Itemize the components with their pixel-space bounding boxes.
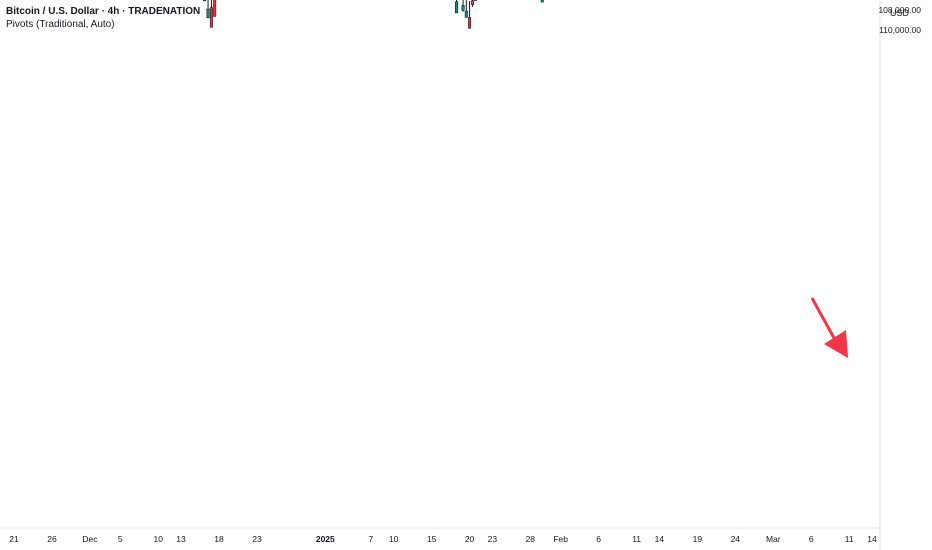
time-tick-label: 14 xyxy=(655,534,665,544)
time-tick-label: 11 xyxy=(632,534,641,544)
candle-body xyxy=(206,8,210,19)
candle-body xyxy=(209,7,213,28)
time-tick-label: 21 xyxy=(9,534,19,544)
time-tick-label: 6 xyxy=(596,534,601,544)
down-arrow-head xyxy=(824,330,848,358)
candle-body xyxy=(203,0,207,2)
time-tick-label: 24 xyxy=(731,534,741,544)
time-tick-label: 18 xyxy=(214,534,224,544)
time-tick-label: 13 xyxy=(176,534,186,544)
time-tick-label: 10 xyxy=(154,534,164,544)
candle-body xyxy=(213,0,217,17)
candle-body xyxy=(471,0,475,5)
time-tick-label: 19 xyxy=(693,534,703,544)
time-tick-label: 6 xyxy=(809,534,814,544)
price-tick-label: 108,000.00 xyxy=(878,5,921,15)
candle-body xyxy=(540,0,544,3)
candle-body xyxy=(461,5,465,11)
time-tick-label: 5 xyxy=(118,534,123,544)
time-tick-label: 7 xyxy=(369,534,374,544)
time-tick-label: 14 xyxy=(867,534,877,544)
candle-body xyxy=(464,10,468,18)
time-tick-label: 28 xyxy=(526,534,536,544)
candle-body xyxy=(455,1,459,14)
time-tick-label: 10 xyxy=(389,534,399,544)
indicator-label[interactable]: Pivots (Traditional, Auto) xyxy=(6,19,115,30)
time-tick-label: 2025 xyxy=(316,534,335,544)
time-tick-label: 11 xyxy=(845,534,854,544)
time-tick-label: 26 xyxy=(47,534,57,544)
time-tick-label: Mar xyxy=(766,534,781,544)
time-tick-label: Feb xyxy=(553,534,568,544)
time-tick-label: Dec xyxy=(82,534,98,544)
time-tick-label: 20 xyxy=(465,534,475,544)
time-tick-label: 15 xyxy=(427,534,437,544)
time-tick-label: 23 xyxy=(488,534,498,544)
time-tick-label: 23 xyxy=(252,534,262,544)
currency-label: USD xyxy=(890,8,910,18)
chart-title: Bitcoin / U.S. Dollar · 4h · TRADENATION xyxy=(6,6,201,17)
down-arrow-annotation xyxy=(810,297,836,339)
candle-body xyxy=(468,17,472,29)
price-tick-label: 110,000.00 xyxy=(879,25,921,35)
